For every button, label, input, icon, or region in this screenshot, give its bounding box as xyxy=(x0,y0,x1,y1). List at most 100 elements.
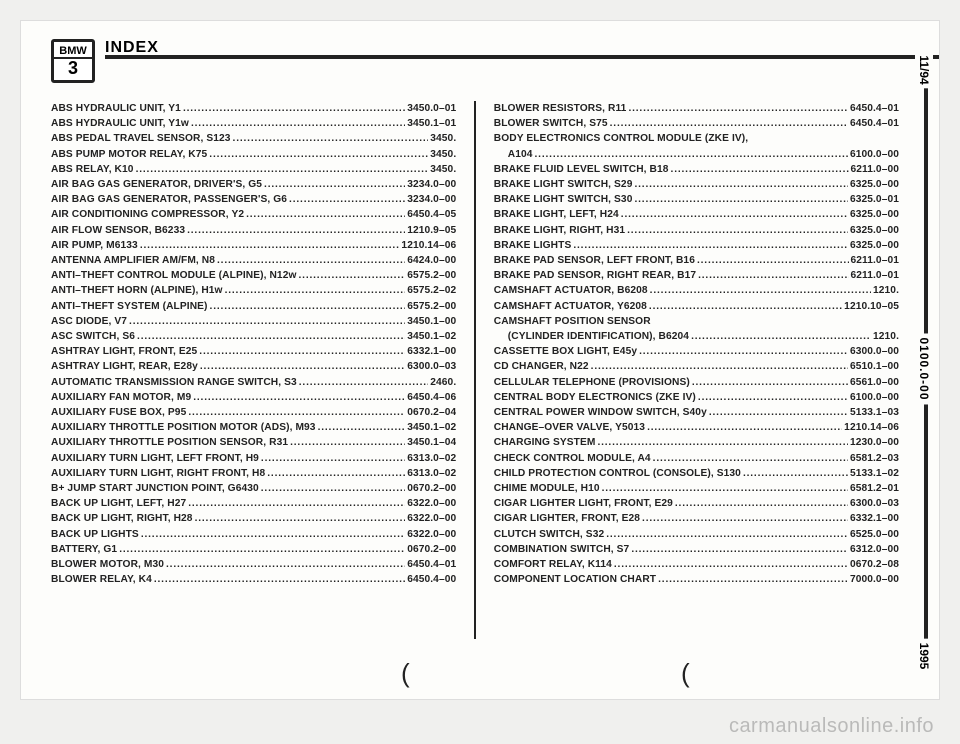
entry-leader xyxy=(610,116,848,131)
index-entry: ABS HYDRAULIC UNIT, Y1w 3450.1–01 xyxy=(51,116,456,131)
entry-ref: 6450.4–01 xyxy=(850,116,899,131)
entry-leader xyxy=(183,101,405,116)
entry-leader xyxy=(698,390,848,405)
entry-leader xyxy=(217,253,405,268)
entry-ref: 6211.0–00 xyxy=(851,162,900,177)
entry-leader xyxy=(692,375,848,390)
entry-label: AIR FLOW SENSOR, B6233 xyxy=(51,223,185,238)
index-entry: AIR FLOW SENSOR, B6233 1210.9–05 xyxy=(51,223,456,238)
entry-label: ABS HYDRAULIC UNIT, Y1 xyxy=(51,101,181,116)
entry-ref: 6575.2–02 xyxy=(407,283,456,298)
entry-label: CENTRAL BODY ELECTRONICS (ZKE IV) xyxy=(494,390,696,405)
index-entry: ABS RELAY, K10 3450. xyxy=(51,162,456,177)
entry-leader xyxy=(119,542,405,557)
index-entry: AUXILIARY THROTTLE POSITION SENSOR, R31 … xyxy=(51,435,456,450)
entry-leader xyxy=(210,299,406,314)
entry-label: BRAKE LIGHTS xyxy=(494,238,572,253)
entry-label: ABS PEDAL TRAVEL SENSOR, S123 xyxy=(51,131,231,146)
entry-label: BRAKE LIGHT, LEFT, H24 xyxy=(494,207,619,222)
entry-label: AUXILIARY THROTTLE POSITION MOTOR (ADS),… xyxy=(51,420,316,435)
entry-leader xyxy=(621,207,848,222)
index-entry: AUXILIARY TURN LIGHT, RIGHT FRONT, H8 63… xyxy=(51,466,456,481)
entry-leader xyxy=(675,496,848,511)
entry-ref: 1210. xyxy=(873,283,899,298)
entry-leader xyxy=(642,511,848,526)
entry-leader xyxy=(743,466,848,481)
entry-label: CAMSHAFT POSITION SENSOR xyxy=(494,314,651,329)
entry-label: (CYLINDER IDENTIFICATION), B6204 xyxy=(494,329,689,344)
entry-leader xyxy=(299,375,428,390)
index-entry: CAMSHAFT POSITION SENSOR xyxy=(494,314,899,329)
entry-leader xyxy=(289,192,405,207)
entry-leader xyxy=(658,572,848,587)
entry-label: CAMSHAFT ACTUATOR, B6208 xyxy=(494,283,648,298)
logo-bmw-text: BMW xyxy=(59,45,87,57)
entry-label: CENTRAL POWER WINDOW SWITCH, S40y xyxy=(494,405,707,420)
index-entry: CAMSHAFT ACTUATOR, B6208 1210. xyxy=(494,283,899,298)
entry-leader xyxy=(200,359,405,374)
index-entry: CHILD PROTECTION CONTROL (CONSOLE), S130… xyxy=(494,466,899,481)
entry-ref: 6450.4–05 xyxy=(407,207,456,222)
index-entry: AUTOMATIC TRANSMISSION RANGE SWITCH, S3 … xyxy=(51,375,456,390)
entry-leader xyxy=(698,268,848,283)
entry-ref: 6322.0–00 xyxy=(407,511,456,526)
entry-label: ANTI–THEFT HORN (ALPINE), H1w xyxy=(51,283,223,298)
index-entry: CAMSHAFT ACTUATOR, Y6208 1210.10–05 xyxy=(494,299,899,314)
entry-leader xyxy=(627,223,848,238)
entry-label: ABS PUMP MOTOR RELAY, K75 xyxy=(51,147,207,162)
index-entry: BRAKE LIGHT, LEFT, H24 6325.0–00 xyxy=(494,207,899,222)
entry-label: ASC SWITCH, S6 xyxy=(51,329,135,344)
entry-leader xyxy=(140,238,400,253)
paren-mark-left: ( xyxy=(401,658,410,689)
index-entry: AUXILIARY TURN LIGHT, LEFT FRONT, H9 631… xyxy=(51,451,456,466)
entry-ref: 6322.0–00 xyxy=(407,496,456,511)
entry-leader xyxy=(129,314,405,329)
index-entry: ANTI–THEFT HORN (ALPINE), H1w 6575.2–02 xyxy=(51,283,456,298)
entry-leader xyxy=(261,451,405,466)
entry-ref: 6313.0–02 xyxy=(407,466,456,481)
entry-ref: 5133.1–03 xyxy=(850,405,899,420)
entry-label: ANTENNA AMPLIFIER AM/FM, N8 xyxy=(51,253,215,268)
bmw-logo: BMW 3 xyxy=(51,39,95,83)
index-column-left: ABS HYDRAULIC UNIT, Y1 3450.0–01ABS HYDR… xyxy=(51,101,456,639)
entry-ref: 3234.0–00 xyxy=(407,177,456,192)
entry-leader xyxy=(290,435,405,450)
entry-ref: 0670.2–04 xyxy=(407,405,456,420)
entry-ref: 6313.0–02 xyxy=(407,451,456,466)
index-entry: CHECK CONTROL MODULE, A4 6581.2–03 xyxy=(494,451,899,466)
index-entry: AIR BAG GAS GENERATOR, DRIVER'S, G5 3234… xyxy=(51,177,456,192)
entry-leader xyxy=(141,527,405,542)
entry-label: CIGAR LIGHTER LIGHT, FRONT, E29 xyxy=(494,496,673,511)
entry-leader xyxy=(634,177,847,192)
entry-label: ABS RELAY, K10 xyxy=(51,162,134,177)
index-entry: CD CHANGER, N22 6510.1–00 xyxy=(494,359,899,374)
entry-ref: 3450.1–00 xyxy=(407,314,456,329)
entry-ref: 6450.4–00 xyxy=(407,572,456,587)
entry-ref: 6211.0–01 xyxy=(851,268,900,283)
entry-label: CHILD PROTECTION CONTROL (CONSOLE), S130 xyxy=(494,466,741,481)
entry-ref: 1230.0–00 xyxy=(850,435,899,450)
entry-leader xyxy=(631,542,848,557)
entry-label: CASSETTE BOX LIGHT, E45y xyxy=(494,344,637,359)
entry-leader xyxy=(188,496,405,511)
entry-ref: 6325.0–00 xyxy=(850,207,899,222)
entry-ref: 0670.2–00 xyxy=(407,542,456,557)
entry-label: BLOWER RELAY, K4 xyxy=(51,572,152,587)
entry-ref: 1210.10–05 xyxy=(844,299,899,314)
entry-leader xyxy=(136,162,429,177)
entry-leader xyxy=(267,466,405,481)
entry-ref: 1210.14–06 xyxy=(844,420,899,435)
entry-ref: 6575.2–00 xyxy=(407,299,456,314)
index-entry: CHANGE–OVER VALVE, Y5013 1210.14–06 xyxy=(494,420,899,435)
entry-label: BRAKE LIGHT SWITCH, S30 xyxy=(494,192,633,207)
entry-label: BACK UP LIGHT, RIGHT, H28 xyxy=(51,511,193,526)
index-entry: AIR BAG GAS GENERATOR, PASSENGER'S, G6 3… xyxy=(51,192,456,207)
index-entry: B+ JUMP START JUNCTION POINT, G6430 0670… xyxy=(51,481,456,496)
entry-label: BLOWER SWITCH, S75 xyxy=(494,116,608,131)
entry-label: COMPONENT LOCATION CHART xyxy=(494,572,656,587)
entry-leader xyxy=(191,116,405,131)
index-entry: BACK UP LIGHT, LEFT, H27 6322.0–00 xyxy=(51,496,456,511)
entry-leader xyxy=(188,405,405,420)
entry-leader xyxy=(639,344,848,359)
entry-ref: 6450.4–06 xyxy=(407,390,456,405)
